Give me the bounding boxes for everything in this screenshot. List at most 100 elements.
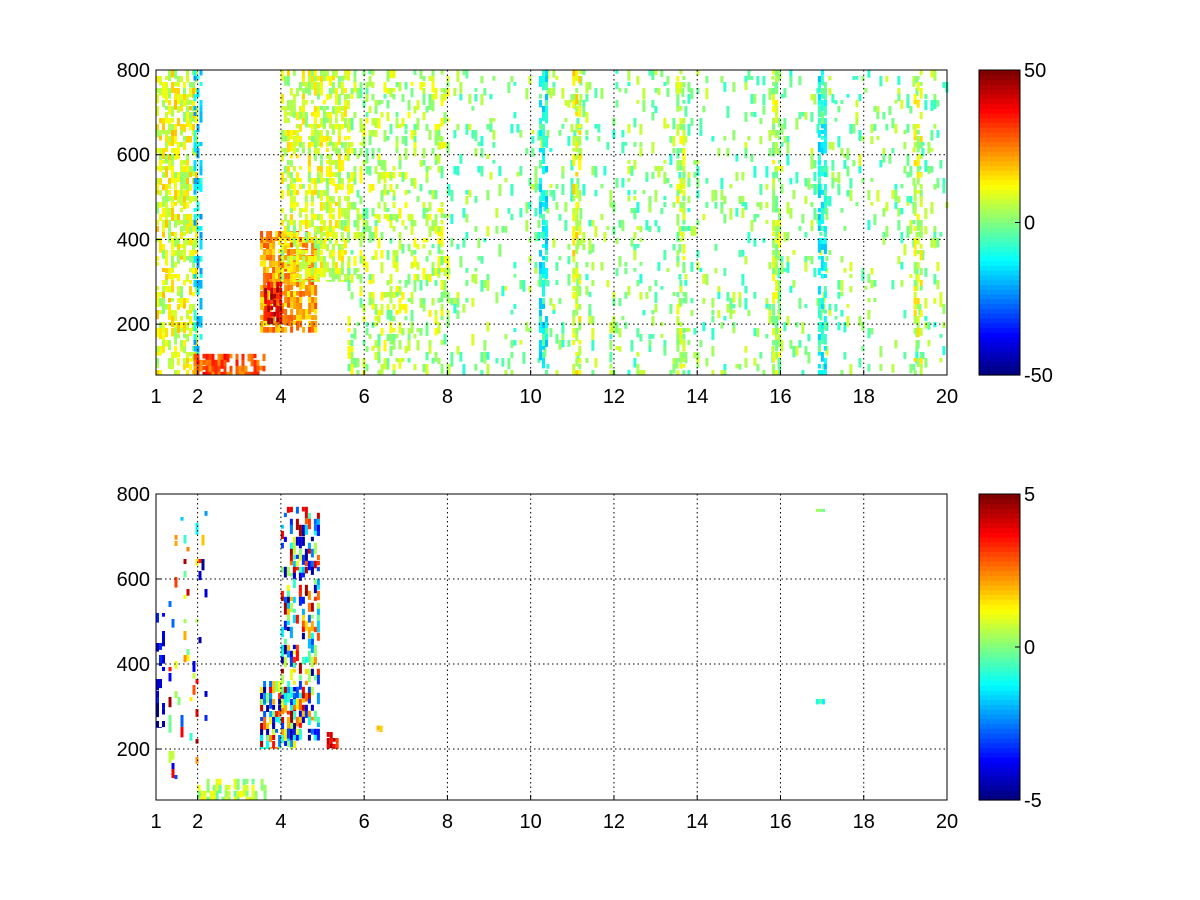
heatmap-cell [753,292,757,299]
heatmap-cell [720,76,724,83]
colorbar-step [979,208,1020,214]
heatmap-cell [612,202,616,213]
heatmap-cell [298,106,302,117]
heatmap-cell [292,184,296,196]
heatmap-cell [298,142,302,148]
heatmap-cell [682,76,686,80]
heatmap-cell [744,148,748,159]
heatmap-cell [588,316,592,325]
heatmap-cell [756,202,760,207]
heatmap-cell [900,232,904,244]
heatmap-cell [867,310,871,320]
heatmap-cell [395,250,399,261]
heatmap-cell [825,208,829,220]
heatmap-cell [304,268,308,278]
heatmap-cell [183,619,187,624]
heatmap-cell [775,328,779,340]
heatmap-cell [820,76,824,85]
heatmap-cell [729,304,733,310]
heatmap-cell [618,298,622,307]
heatmap-cell [193,280,197,288]
colorbar-step [979,694,1020,701]
heatmap-cell [247,353,251,362]
heatmap-cell [404,280,408,288]
heatmap-cell [199,214,203,220]
heatmap-cell [174,691,178,699]
heatmap-cell [564,100,568,106]
heatmap-cell [900,100,904,109]
heatmap-cell [906,226,910,238]
heatmap-cell [186,370,189,375]
heatmap-cell [262,365,266,372]
heatmap-cell [789,340,793,349]
heatmap-cell [298,662,302,674]
heatmap-cell [786,256,790,266]
heatmap-cell [570,94,574,103]
heatmap-cell [823,202,827,209]
heatmap-cell [189,733,193,741]
heatmap-cell [392,328,396,333]
heatmap-cell [726,292,730,302]
heatmap-cell [474,268,478,272]
heatmap-cell [292,106,296,116]
heatmap-cell [398,304,402,314]
heatmap-cell [711,370,715,375]
colorbar-step [979,541,1020,548]
y-tick-label: 800 [117,60,150,82]
heatmap-cell [437,358,441,365]
heatmap-cell [443,88,447,94]
heatmap-cell [522,280,526,292]
heatmap-cell [933,184,937,190]
heatmap-cell [199,268,203,276]
heatmap-cell [682,262,686,273]
heatmap-cell [224,796,228,801]
heatmap-cell [744,286,748,294]
x-tick-label: 2 [192,811,203,833]
heatmap-cell [777,280,781,292]
heatmap-cell [159,148,162,157]
heatmap-cell [329,732,333,740]
heatmap-cell [480,76,484,84]
heatmap-cell [193,220,197,226]
heatmap-cell [195,739,199,744]
heatmap-cell [183,112,186,122]
heatmap-cell [295,716,299,727]
heatmap-cell [434,268,438,276]
heatmap-cell [431,190,435,200]
heatmap-cell [159,298,162,307]
heatmap-cell [371,322,375,328]
heatmap-cell [837,136,841,148]
heatmap-cell [820,124,824,129]
heatmap-cell [334,94,338,105]
heatmap-cell [162,148,165,158]
heatmap-cell [368,166,372,176]
colorbar-step [979,699,1020,705]
heatmap-cell [690,226,694,236]
heatmap-cell [328,88,332,98]
heatmap-cell [434,160,438,165]
heatmap-cell [772,238,776,249]
heatmap-cell [660,322,664,327]
heatmap-cell [483,88,487,96]
heatmap-cell [413,256,417,268]
heatmap-cell [156,310,159,320]
heatmap-cell [295,728,299,739]
heatmap-cell [401,118,405,127]
heatmap-cell [528,76,532,85]
heatmap-cell [174,370,177,375]
heatmap-cell [477,238,481,249]
heatmap-cell [283,214,287,222]
heatmap-cell [334,118,338,124]
heatmap-cell [295,232,299,244]
heatmap-cell [362,340,366,345]
heatmap-cell [371,184,375,191]
heatmap-cell [301,220,305,225]
heatmap-cell [924,322,928,329]
heatmap-cell [462,364,466,375]
heatmap-cell [269,327,273,333]
heatmap-cell [570,166,574,171]
heatmap-cell [311,315,315,321]
heatmap-cell [645,220,649,231]
heatmap-cell [915,352,919,364]
heatmap-cell [386,364,390,370]
